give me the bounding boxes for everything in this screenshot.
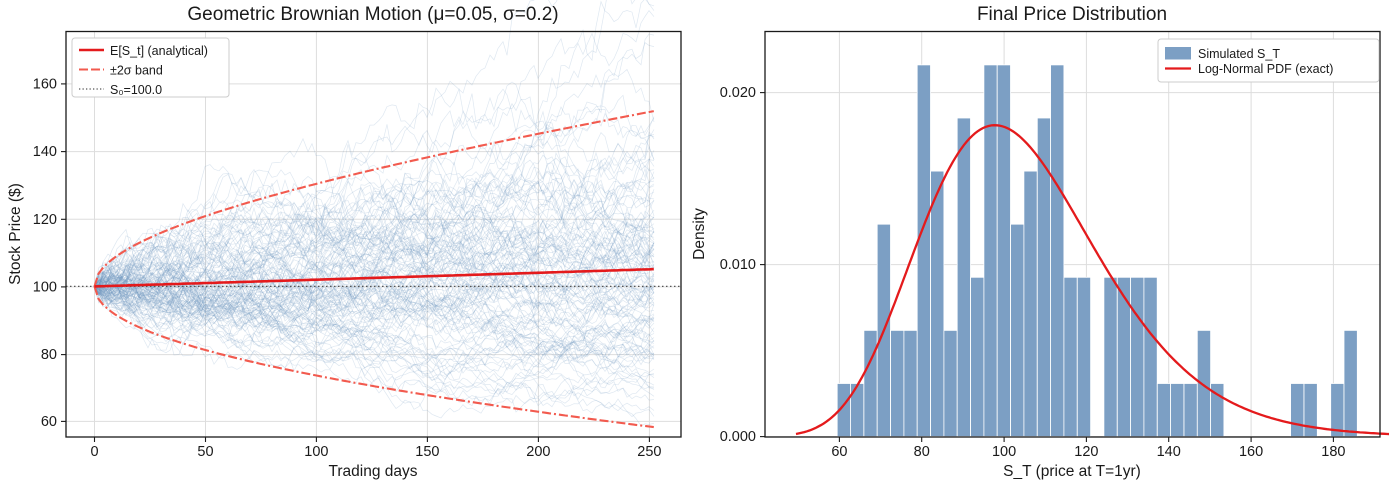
svg-text:S_T (price at T=1yr): S_T (price at T=1yr) [1003, 463, 1141, 480]
svg-text:Stock Price ($): Stock Price ($) [7, 183, 24, 285]
svg-text:Density: Density [691, 208, 708, 260]
svg-text:0.000: 0.000 [720, 429, 756, 445]
svg-text:120: 120 [33, 212, 57, 228]
svg-text:60: 60 [831, 444, 847, 460]
svg-text:Simulated S_T: Simulated S_T [1198, 47, 1280, 61]
svg-text:60: 60 [41, 414, 57, 430]
svg-text:250: 250 [637, 444, 661, 460]
svg-text:160: 160 [33, 76, 57, 92]
svg-text:0.020: 0.020 [720, 85, 756, 101]
svg-text:Geometric Brownian Motion (μ=0: Geometric Brownian Motion (μ=0.05, σ=0.2… [187, 4, 558, 25]
svg-text:150: 150 [415, 444, 439, 460]
svg-text:E[S_t] (analytical): E[S_t] (analytical) [110, 44, 208, 58]
svg-text:120: 120 [1074, 444, 1098, 460]
svg-text:80: 80 [41, 347, 57, 363]
svg-text:50: 50 [197, 444, 213, 460]
svg-text:80: 80 [914, 444, 930, 460]
svg-text:0: 0 [90, 444, 98, 460]
svg-text:Final Price Distribution: Final Price Distribution [977, 4, 1167, 25]
svg-text:140: 140 [33, 144, 57, 160]
svg-text:200: 200 [526, 444, 550, 460]
svg-text:100: 100 [33, 279, 57, 295]
svg-text:Log-Normal PDF (exact): Log-Normal PDF (exact) [1198, 62, 1333, 76]
svg-text:160: 160 [1239, 444, 1263, 460]
svg-text:180: 180 [1321, 444, 1345, 460]
svg-text:S₀=100.0: S₀=100.0 [110, 83, 162, 97]
svg-text:140: 140 [1157, 444, 1181, 460]
svg-text:Trading days: Trading days [328, 463, 417, 480]
svg-text:100: 100 [304, 444, 328, 460]
svg-text:0.010: 0.010 [720, 257, 756, 273]
svg-text:±2σ band: ±2σ band [110, 64, 163, 78]
svg-text:100: 100 [992, 444, 1016, 460]
